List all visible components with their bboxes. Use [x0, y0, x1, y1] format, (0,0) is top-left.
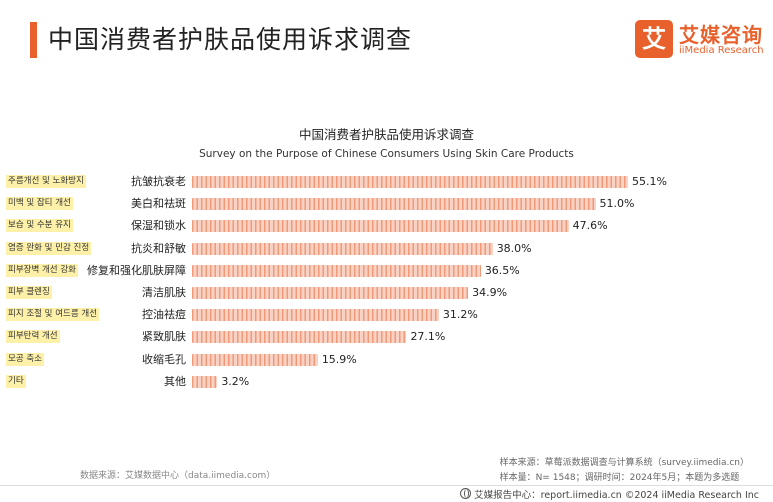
- value-label: 27.1%: [410, 330, 446, 344]
- footer: 艾媒报告中心：report.iimedia.cn ©2024 iiMedia R…: [0, 485, 773, 502]
- bar: [192, 264, 481, 277]
- bar: [192, 375, 218, 388]
- korean-category-label: 모공 축소: [6, 352, 44, 366]
- bar: [192, 287, 469, 299]
- bar-row: 주름개선 및 노화방지 抗皱抗衰老 55.1%: [0, 174, 773, 190]
- chart-subtitle: Survey on the Purpose of Chinese Consume…: [199, 148, 574, 160]
- category-label: 抗皱抗衰老: [131, 175, 186, 188]
- korean-category-label: 피부장벽 개선 강화: [6, 263, 78, 277]
- value-label: 3.2%: [221, 374, 250, 388]
- bar-row: 보습 및 수분 유지 保湿和锁水 47.6%: [0, 218, 773, 234]
- korean-category-label: 기타: [6, 374, 26, 388]
- category-label: 控油祛痘: [142, 308, 186, 322]
- value-label: 47.6%: [572, 219, 608, 233]
- category-label: 修复和强化肌肤屏障: [87, 263, 186, 277]
- globe-icon: [460, 488, 472, 499]
- bar-row: 모공 축소 收缩毛孔 15.9%: [0, 352, 773, 368]
- logo-name-cn: 艾媒咨询: [679, 23, 763, 47]
- logo-mark: 艾: [635, 20, 673, 58]
- bar: [192, 331, 407, 344]
- value-label: 55.1%: [632, 175, 667, 188]
- bar-row: 피부 클렌징 清洁肌肤 34.9%: [0, 285, 773, 301]
- bar: [192, 198, 596, 211]
- logo-name-en: iiMedia Research: [679, 45, 764, 56]
- value-label: 51.0%: [599, 197, 635, 211]
- title-accent-bar: [30, 22, 37, 58]
- korean-category-label: 미백 및 잡티 개선: [6, 197, 73, 211]
- category-label: 美白和祛斑: [131, 197, 186, 211]
- page-title: 中国消费者护肤品使用诉求调查: [48, 25, 413, 54]
- value-label: 31.2%: [442, 308, 478, 322]
- sample-info-note: 样本量：N= 1548；调研时间：2024年5月；本题为多选题: [499, 473, 740, 483]
- korean-category-label: 피부 클렌징: [6, 286, 52, 299]
- bar-row: 염증 완화 및 민감 진정 抗炎和舒敏 38.0%: [0, 241, 773, 257]
- data-source-note: 数据来源：艾媒数据中心（data.iimedia.com）: [80, 471, 276, 481]
- bar-row: 피지 조절 및 여드름 개선 控油祛痘 31.2%: [0, 307, 773, 323]
- sample-source-note: 样本来源：草莓派数据调查与计算系统（survey.iimedia.cn）: [499, 458, 749, 468]
- value-label: 34.9%: [472, 286, 508, 299]
- value-label: 36.5%: [484, 263, 520, 277]
- korean-category-label: 염증 완화 및 민감 진정: [6, 241, 92, 255]
- bar-row: 피부장벽 개선 강화 修复和强化肌肤屏障 36.5%: [0, 263, 773, 279]
- category-label: 保湿和锁水: [131, 219, 186, 233]
- bar: [192, 220, 569, 233]
- korean-category-label: 주름개선 및 노화방지: [6, 175, 86, 188]
- bar-row: 기타 其他 3.2%: [0, 374, 773, 390]
- bar: [192, 242, 493, 255]
- bar-row: 미백 및 잡티 개선 美白和祛斑 51.0%: [0, 196, 773, 212]
- category-label: 紧致肌肤: [142, 330, 186, 344]
- category-label: 清洁肌肤: [142, 286, 186, 299]
- category-label: 抗炎和舒敏: [131, 241, 186, 255]
- value-label: 15.9%: [321, 352, 357, 366]
- footer-text: 艾媒报告中心：report.iimedia.cn ©2024 iiMedia R…: [474, 490, 759, 501]
- korean-category-label: 피지 조절 및 여드름 개선: [6, 308, 100, 322]
- bar: [192, 309, 439, 322]
- chart-title: 中国消费者护肤品使用诉求调查: [298, 127, 474, 142]
- korean-category-label: 보습 및 수분 유지: [6, 219, 73, 233]
- korean-category-label: 피부탄력 개선: [6, 330, 60, 344]
- sample-notes: 样本来源：草莓派数据调查与计算系统（survey.iimedia.cn） 样本量…: [500, 456, 749, 486]
- category-label: 其他: [164, 374, 186, 388]
- bar-row: 피부탄력 개선 紧致肌肤 27.1%: [0, 329, 773, 345]
- value-label: 38.0%: [496, 241, 532, 255]
- iimedia-logo: 艾 艾媒咨询 iiMedia Research: [635, 20, 765, 62]
- bar: [192, 353, 318, 366]
- bar: [192, 176, 628, 188]
- footer-text-wrap: 艾媒报告中心：report.iimedia.cn ©2024 iiMedia R…: [460, 487, 759, 501]
- category-label: 收缩毛孔: [142, 352, 186, 366]
